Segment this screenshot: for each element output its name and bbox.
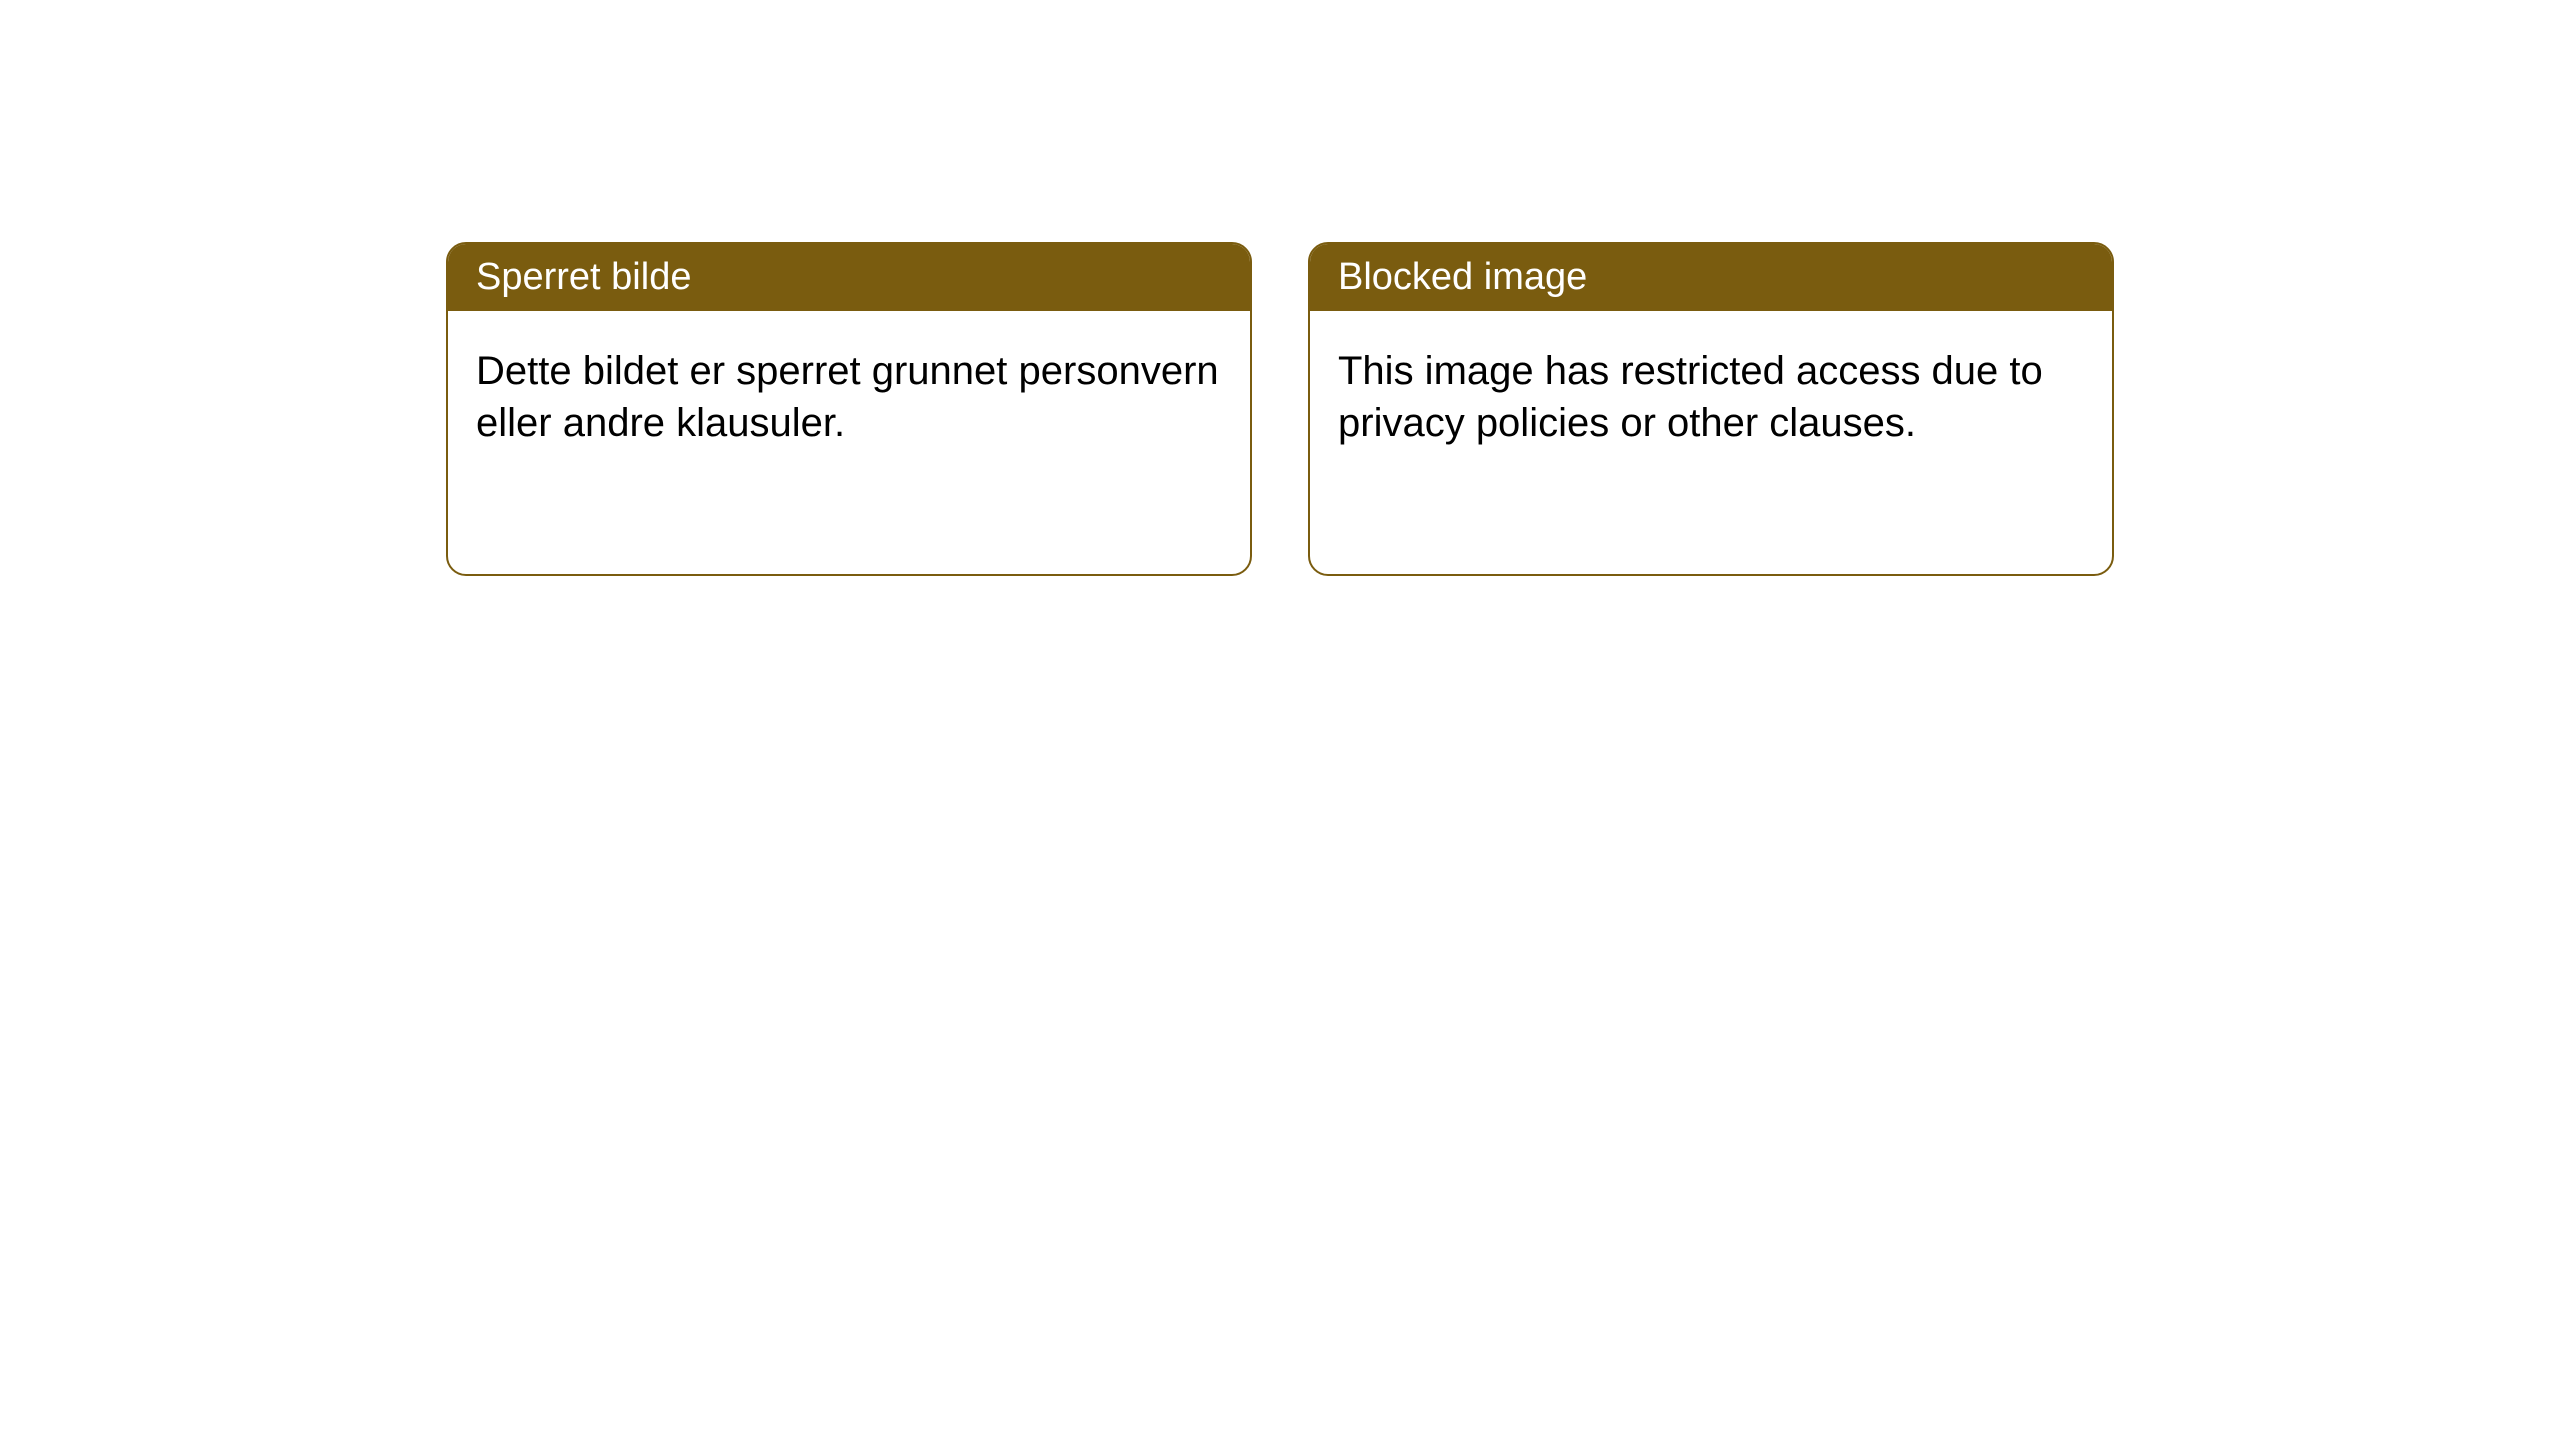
notice-body-norwegian: Dette bildet er sperret grunnet personve… xyxy=(448,311,1250,483)
notice-header-english: Blocked image xyxy=(1310,244,2112,311)
notice-body-english: This image has restricted access due to … xyxy=(1310,311,2112,483)
notice-header-norwegian: Sperret bilde xyxy=(448,244,1250,311)
notice-container: Sperret bilde Dette bildet er sperret gr… xyxy=(446,242,2114,576)
notice-box-norwegian: Sperret bilde Dette bildet er sperret gr… xyxy=(446,242,1252,576)
notice-box-english: Blocked image This image has restricted … xyxy=(1308,242,2114,576)
